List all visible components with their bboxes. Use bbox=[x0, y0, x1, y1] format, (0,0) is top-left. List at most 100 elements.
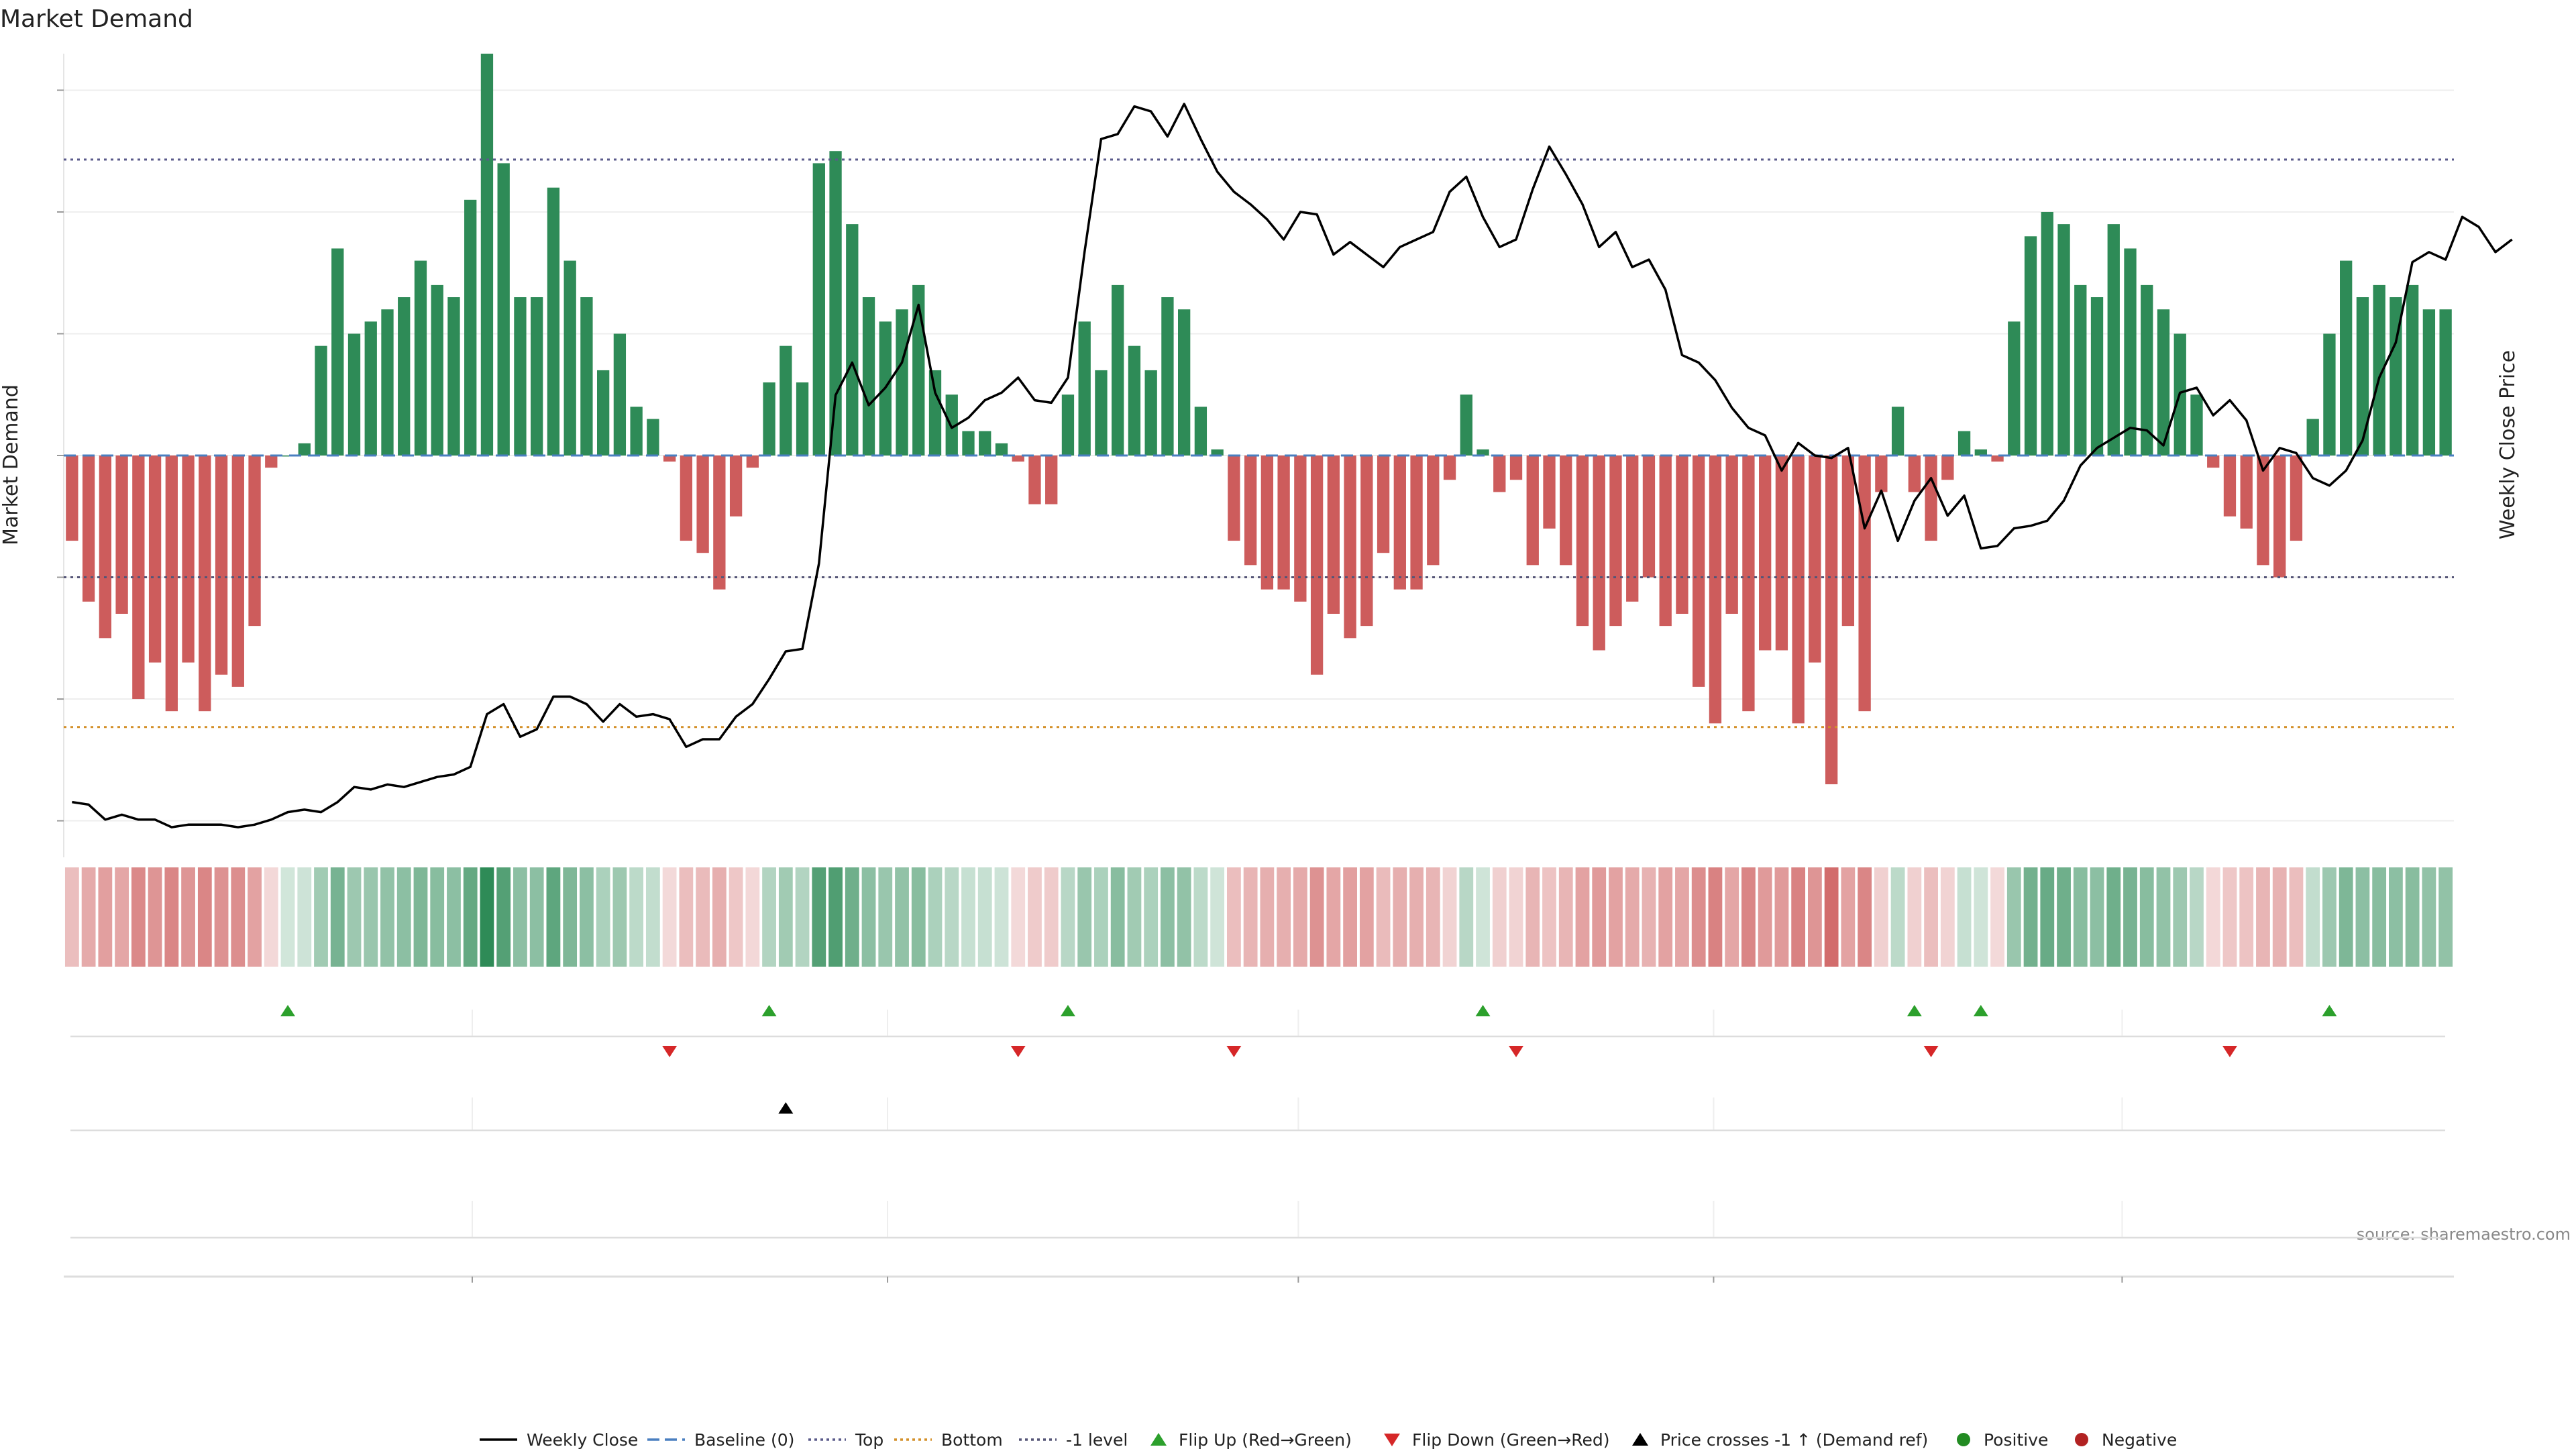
demand-bar bbox=[1775, 455, 1788, 651]
demand-bar bbox=[398, 297, 411, 455]
strip-cell bbox=[2306, 867, 2320, 967]
demand-bar bbox=[1393, 455, 1406, 590]
flip-up-marker bbox=[1060, 1005, 1075, 1016]
strip-cell bbox=[729, 867, 743, 967]
demand-bar bbox=[464, 199, 477, 455]
demand-bar bbox=[364, 321, 377, 455]
strip-cell bbox=[280, 867, 295, 967]
demand-bar bbox=[1543, 455, 1556, 529]
demand-bar bbox=[1161, 297, 1174, 455]
demand-bar bbox=[2240, 455, 2253, 529]
demand-bar bbox=[1061, 394, 1075, 455]
strip-cell bbox=[580, 867, 594, 967]
strip-cell bbox=[164, 867, 179, 967]
demand-bar bbox=[331, 248, 344, 455]
strip-cell bbox=[928, 867, 943, 967]
strip-cell bbox=[1260, 867, 1275, 967]
demand-bar bbox=[1095, 370, 1108, 455]
strip-cell bbox=[81, 867, 96, 967]
strip-cell bbox=[214, 867, 229, 967]
demand-bar bbox=[912, 284, 925, 455]
strip-cell bbox=[1161, 867, 1175, 967]
demand-bar bbox=[1941, 455, 1954, 480]
strip-cell bbox=[1011, 867, 1026, 967]
strip-cell bbox=[463, 867, 478, 967]
strip-cell bbox=[778, 867, 793, 967]
demand-bar bbox=[1377, 455, 1390, 553]
strip-cell bbox=[396, 867, 411, 967]
demand-bar bbox=[812, 163, 825, 455]
demand-bar bbox=[846, 224, 859, 455]
demand-bar bbox=[1957, 431, 1971, 455]
demand-bar bbox=[115, 455, 128, 614]
strip-cell bbox=[2123, 867, 2137, 967]
demand-bar bbox=[2422, 309, 2436, 455]
legend-label: Weekly Close bbox=[527, 1430, 638, 1449]
demand-bar bbox=[2306, 419, 2319, 455]
strip-cell bbox=[2156, 867, 2171, 967]
demand-bar bbox=[1925, 455, 1937, 541]
flip-up-marker bbox=[280, 1005, 296, 1016]
demand-bar bbox=[1211, 449, 1224, 455]
strip-cell bbox=[1243, 867, 1258, 967]
strip-cell bbox=[1359, 867, 1374, 967]
demand-bar bbox=[1742, 455, 1755, 712]
strip-cell bbox=[1525, 867, 1540, 967]
demand-bar bbox=[199, 455, 211, 712]
strip-cell bbox=[2355, 867, 2370, 967]
strip-cell bbox=[1824, 867, 1839, 967]
demand-bar bbox=[829, 151, 842, 455]
legend-label: Flip Down (Green→Red) bbox=[1412, 1430, 1610, 1449]
demand-bar bbox=[647, 419, 659, 455]
demand-bar bbox=[1593, 455, 1605, 651]
strip-cell bbox=[1774, 867, 1789, 967]
strip-cell bbox=[712, 867, 727, 967]
demand-bar bbox=[928, 370, 942, 455]
strip-cell bbox=[1642, 867, 1656, 967]
strip-cell bbox=[1675, 867, 1689, 967]
demand-bar bbox=[1858, 455, 1871, 712]
flip-up-marker bbox=[761, 1005, 777, 1016]
demand-bar bbox=[2273, 455, 2286, 578]
demand-bar bbox=[2356, 297, 2369, 455]
demand-bar bbox=[281, 455, 294, 457]
strip-cell bbox=[1907, 867, 1922, 967]
strip-cell bbox=[696, 867, 710, 967]
strip-cell bbox=[2206, 867, 2220, 967]
strip-cell bbox=[945, 867, 959, 967]
strip-cell bbox=[812, 867, 826, 967]
strip-cell bbox=[795, 867, 810, 967]
demand-bar bbox=[1427, 455, 1440, 566]
demand-bar bbox=[1012, 455, 1024, 462]
demand-heat-strip bbox=[64, 867, 2453, 967]
demand-bar bbox=[1908, 455, 1921, 492]
demand-bar bbox=[298, 443, 311, 455]
demand-bar bbox=[1493, 455, 1506, 492]
legend-label: Positive bbox=[1984, 1430, 2048, 1449]
demand-bar bbox=[265, 455, 278, 468]
strip-cell bbox=[2073, 867, 2088, 967]
strip-cell bbox=[264, 867, 278, 967]
demand-bar bbox=[862, 297, 875, 455]
strip-cell bbox=[181, 867, 195, 967]
flip-up-marker bbox=[1907, 1005, 1922, 1016]
demand-bar bbox=[2223, 455, 2237, 517]
demand-bar bbox=[896, 309, 908, 455]
demand-bar bbox=[66, 455, 78, 541]
strip-cell bbox=[98, 867, 113, 967]
demand-bar bbox=[1128, 345, 1141, 455]
demand-bar bbox=[630, 407, 643, 455]
demand-bar bbox=[2406, 284, 2419, 455]
x-axis bbox=[64, 1275, 2454, 1283]
strip-cell bbox=[1758, 867, 1772, 967]
strip-cell bbox=[1044, 867, 1059, 967]
price-cross-marker bbox=[778, 1102, 794, 1114]
demand-bar bbox=[1228, 455, 1240, 541]
strip-cell bbox=[297, 867, 312, 967]
demand-bar bbox=[1725, 455, 1738, 614]
demand-bar bbox=[1609, 455, 1622, 627]
strip-cell bbox=[1459, 867, 1474, 967]
strip-cell bbox=[1741, 867, 1756, 967]
demand-bar bbox=[497, 163, 510, 455]
strip-cell bbox=[2272, 867, 2287, 967]
